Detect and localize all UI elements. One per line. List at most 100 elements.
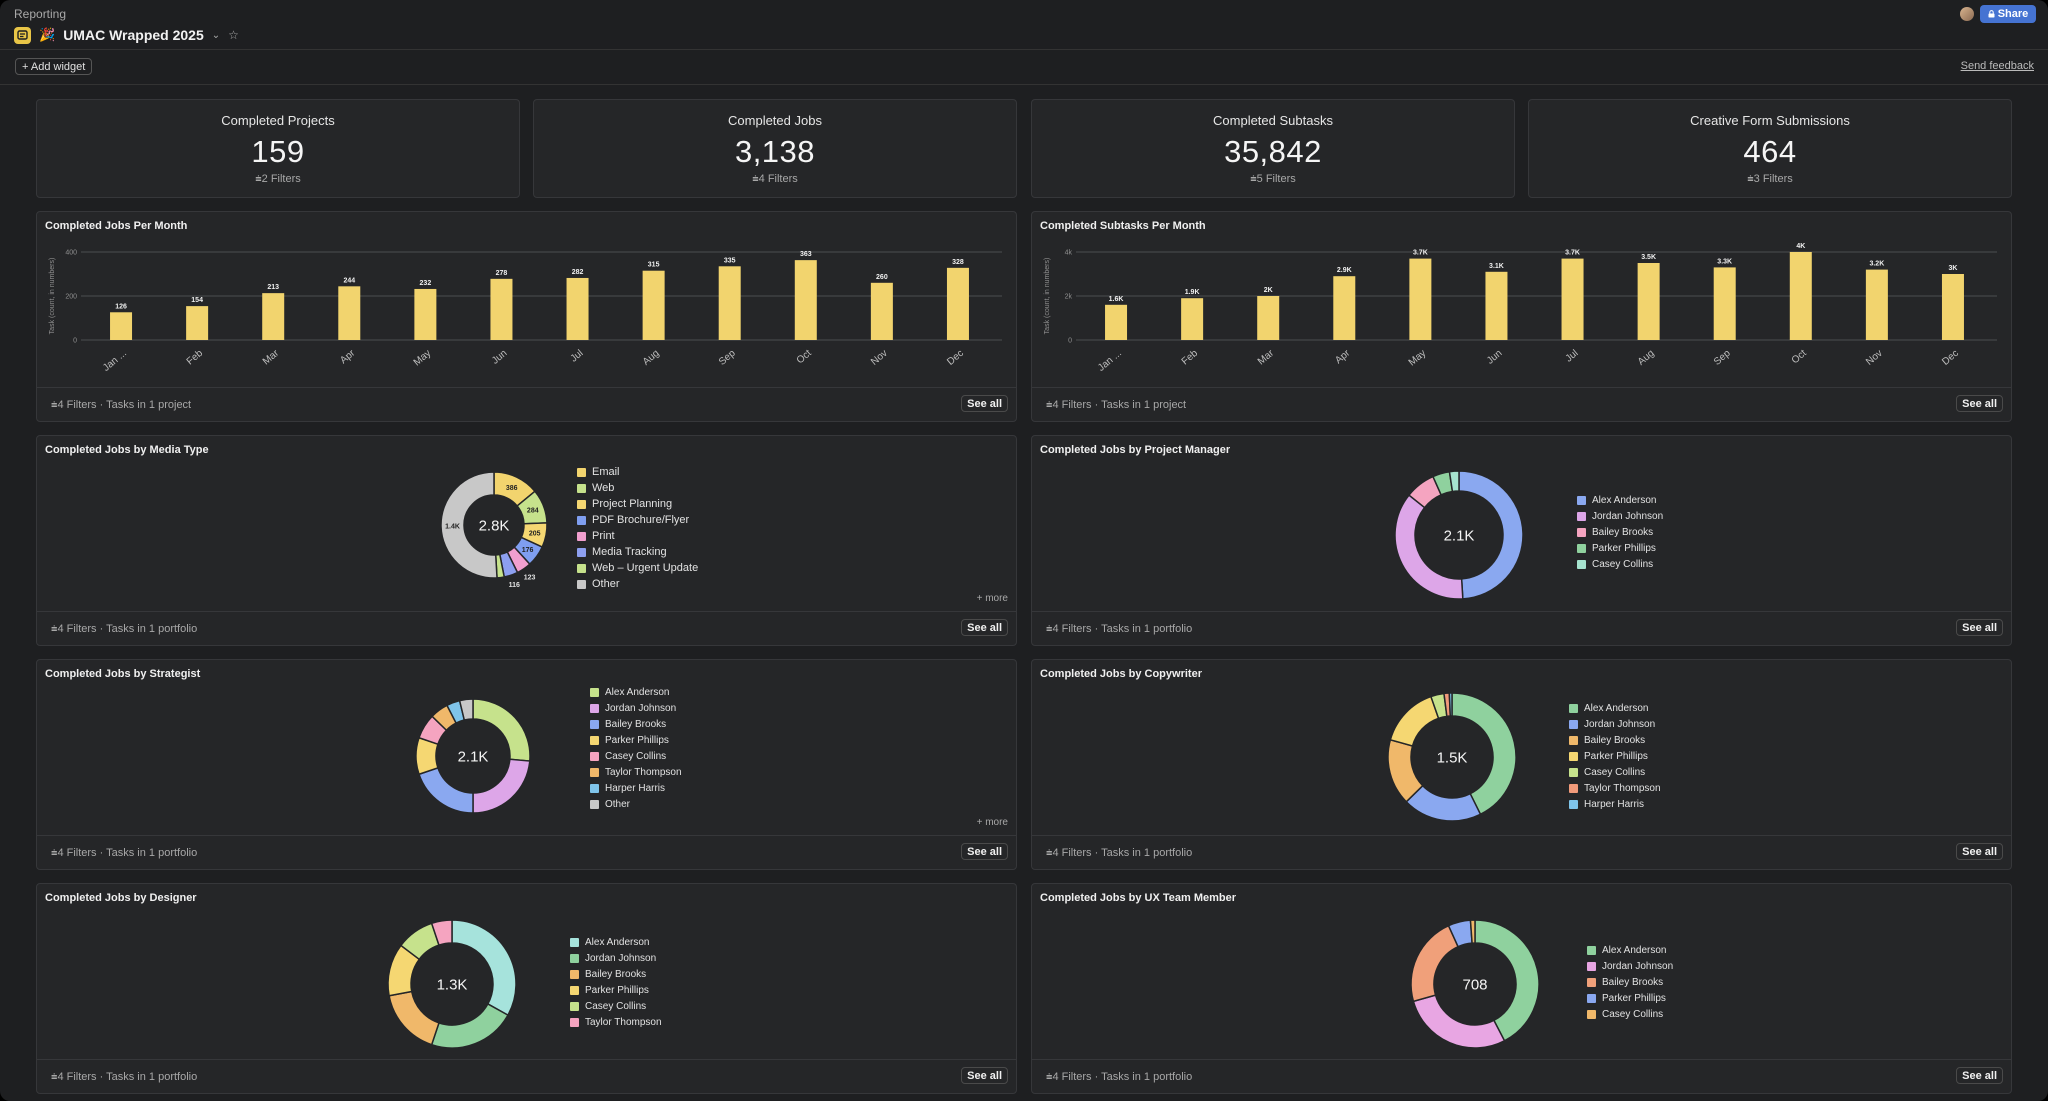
legend-item[interactable]: Taylor Thompson <box>1569 780 1661 796</box>
legend-item[interactable]: Jordan Johnson <box>1577 508 1663 524</box>
legend-item[interactable]: Alex Anderson <box>1569 700 1661 716</box>
legend-item[interactable]: Bailey Brooks <box>590 716 682 732</box>
legend-item[interactable]: Project Planning <box>577 496 698 512</box>
legend-item[interactable]: Bailey Brooks <box>1587 974 1673 990</box>
kpi-filters[interactable]: ⩧2 Filters <box>37 173 519 186</box>
more-link[interactable]: + more <box>976 817 1008 828</box>
footer-filters[interactable]: ⩧4 Filters · Tasks in 1 portfolio <box>1046 623 1192 636</box>
legend-item[interactable]: Alex Anderson <box>590 684 682 700</box>
legend-swatch <box>570 969 579 979</box>
kpi-card-completed-jobs[interactable]: Completed Jobs 3,138 ⩧4 Filters <box>533 99 1017 198</box>
footer-text: 4 Filters · Tasks in 1 portfolio <box>57 847 198 859</box>
legend-swatch <box>1587 977 1596 987</box>
kpi-card-completed-subtasks[interactable]: Completed Subtasks 35,842 ⩧5 Filters <box>1031 99 1515 198</box>
legend-item[interactable]: Casey Collins <box>570 998 662 1014</box>
kpi-filters[interactable]: ⩧4 Filters <box>534 173 1016 186</box>
widget-title[interactable]: Completed Jobs by Project Manager <box>1040 444 1231 456</box>
footer-filters[interactable]: ⩧4 Filters · Tasks in 1 portfolio <box>51 623 197 636</box>
see-all-button[interactable]: See all <box>1956 1067 2003 1084</box>
send-feedback-link[interactable]: Send feedback <box>1960 60 2034 72</box>
widget-title[interactable]: Completed Jobs Per Month <box>45 220 188 232</box>
footer-filters[interactable]: ⩧4 Filters · Tasks in 1 portfolio <box>51 1071 197 1084</box>
legend-item[interactable]: Casey Collins <box>1569 764 1661 780</box>
legend-swatch <box>1577 495 1586 505</box>
bar-chart-jobs-per-month: Task (count, in numbers) 0 200 400 126 Jan ..… <box>49 250 1002 374</box>
legend-item[interactable]: Other <box>590 796 682 812</box>
see-all-button[interactable]: See all <box>961 843 1008 860</box>
see-all-button[interactable]: See all <box>1956 619 2003 636</box>
legend-item[interactable]: Parker Phillips <box>1587 990 1673 1006</box>
footer-filters[interactable]: ⩧4 Filters · Tasks in 1 portfolio <box>1046 1071 1192 1084</box>
widget-footer: ⩧4 Filters · Tasks in 1 project See all <box>37 387 1016 421</box>
see-all-button[interactable]: See all <box>961 395 1008 412</box>
legend-item[interactable]: Casey Collins <box>1577 556 1663 572</box>
page-title[interactable]: UMAC Wrapped 2025 <box>63 27 204 43</box>
legend-item[interactable]: Parker Phillips <box>1577 540 1663 556</box>
kpi-card-completed-projects[interactable]: Completed Projects 159 ⩧2 Filters <box>36 99 520 198</box>
breadcrumb[interactable]: Reporting <box>14 7 67 21</box>
see-all-button[interactable]: See all <box>961 1067 1008 1084</box>
share-button[interactable]: Share <box>1980 5 2036 23</box>
kpi-filters[interactable]: ⩧5 Filters <box>1032 173 1514 186</box>
footer-text: 4 Filters · Tasks in 1 project <box>1052 399 1187 411</box>
legend-item[interactable]: Jordan Johnson <box>1569 716 1661 732</box>
avatar[interactable] <box>1960 7 1974 21</box>
legend-swatch <box>590 719 599 729</box>
see-all-button[interactable]: See all <box>961 619 1008 636</box>
kpi-card-creative-form-submissions[interactable]: Creative Form Submissions 464 ⩧3 Filters <box>1528 99 2012 198</box>
legend-item[interactable]: Alex Anderson <box>1577 492 1663 508</box>
chevron-down-icon[interactable]: ⌄ <box>211 29 221 41</box>
legend-item[interactable]: Print <box>577 528 698 544</box>
legend-item[interactable]: Web – Urgent Update <box>577 560 698 576</box>
see-all-button[interactable]: See all <box>1956 843 2003 860</box>
legend-item[interactable]: Parker Phillips <box>570 982 662 998</box>
widget-title[interactable]: Completed Jobs by Copywriter <box>1040 668 1202 680</box>
legend-item[interactable]: Email <box>577 464 698 480</box>
kpi-filter-label: 2 Filters <box>261 173 301 185</box>
legend-item[interactable]: Jordan Johnson <box>1587 958 1673 974</box>
reporting-icon[interactable] <box>14 26 31 44</box>
bar-value-label: 1.6K <box>1109 296 1124 303</box>
legend-item[interactable]: Bailey Brooks <box>570 966 662 982</box>
legend-item[interactable]: Media Tracking <box>577 544 698 560</box>
footer-text: 4 Filters · Tasks in 1 portfolio <box>57 623 198 635</box>
footer-filters[interactable]: ⩧4 Filters · Tasks in 1 portfolio <box>1046 847 1192 860</box>
widget-title[interactable]: Completed Subtasks Per Month <box>1040 220 1206 232</box>
footer-filters[interactable]: ⩧4 Filters · Tasks in 1 portfolio <box>51 847 197 860</box>
legend-item[interactable]: Bailey Brooks <box>1569 732 1661 748</box>
footer-filters[interactable]: ⩧4 Filters · Tasks in 1 project <box>51 399 191 412</box>
legend-item[interactable]: Harper Harris <box>590 780 682 796</box>
widget-title[interactable]: Completed Jobs by UX Team Member <box>1040 892 1237 904</box>
legend-item[interactable]: Other <box>577 576 698 592</box>
legend-item[interactable]: Casey Collins <box>1587 1006 1673 1022</box>
legend-item[interactable]: Alex Anderson <box>1587 942 1673 958</box>
see-all-button[interactable]: See all <box>1956 395 2003 412</box>
legend-item[interactable]: Web <box>577 480 698 496</box>
legend-item[interactable]: Harper Harris <box>1569 796 1661 812</box>
widget-title[interactable]: Completed Jobs by Media Type <box>45 444 209 456</box>
footer-filters[interactable]: ⩧4 Filters · Tasks in 1 project <box>1046 399 1186 412</box>
legend-item[interactable]: Taylor Thompson <box>570 1014 662 1030</box>
legend-swatch <box>590 799 599 809</box>
legend-item[interactable]: Jordan Johnson <box>570 950 662 966</box>
add-widget-button[interactable]: + Add widget <box>15 58 93 75</box>
legend-item[interactable]: Parker Phillips <box>590 732 682 748</box>
more-link[interactable]: + more <box>976 593 1008 604</box>
star-icon[interactable]: ☆ <box>228 28 239 42</box>
legend-swatch <box>570 1001 579 1011</box>
legend-label: Alex Anderson <box>605 686 670 698</box>
legend-label: Parker Phillips <box>605 734 669 746</box>
legend-label: Parker Phillips <box>585 984 649 996</box>
widget-title[interactable]: Completed Jobs by Strategist <box>45 668 201 680</box>
widget-title[interactable]: Completed Jobs by Designer <box>45 892 197 904</box>
bar-value-label: 1.9K <box>1185 289 1200 296</box>
legend-item[interactable]: Casey Collins <box>590 748 682 764</box>
legend-item[interactable]: PDF Brochure/Flyer <box>577 512 698 528</box>
legend-item[interactable]: Parker Phillips <box>1569 748 1661 764</box>
legend-item[interactable]: Taylor Thompson <box>590 764 682 780</box>
legend-swatch <box>1569 735 1578 745</box>
kpi-filters[interactable]: ⩧3 Filters <box>1529 173 2011 186</box>
legend-item[interactable]: Alex Anderson <box>570 934 662 950</box>
legend-item[interactable]: Jordan Johnson <box>590 700 682 716</box>
legend-item[interactable]: Bailey Brooks <box>1577 524 1663 540</box>
